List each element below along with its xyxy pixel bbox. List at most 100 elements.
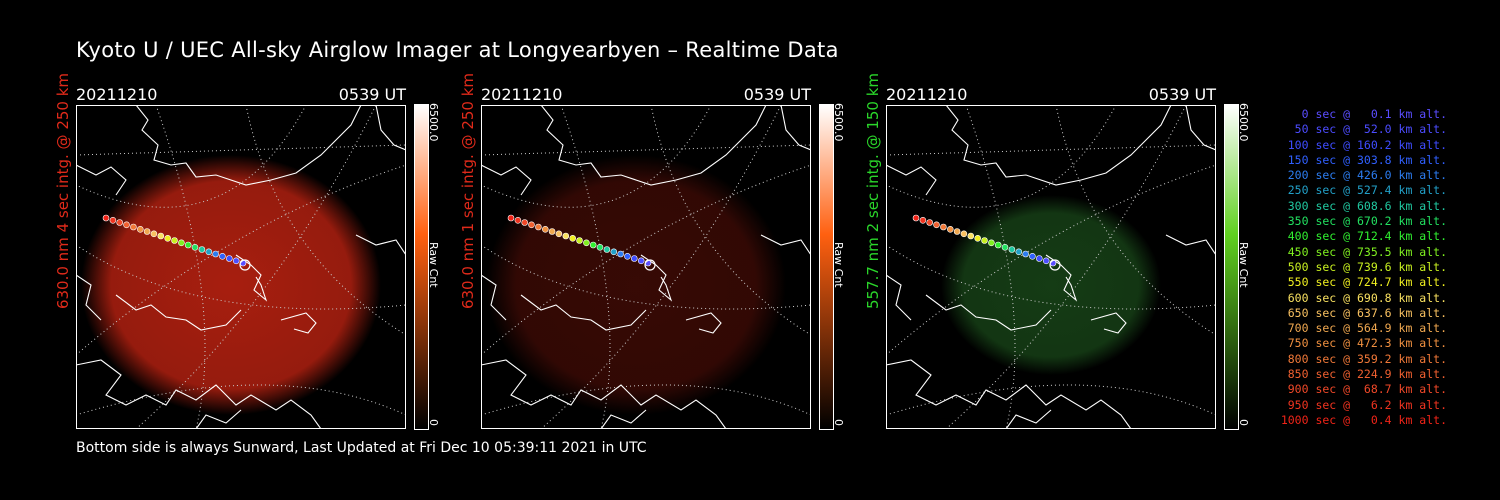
coastline bbox=[76, 359, 322, 429]
coastline bbox=[600, 409, 647, 429]
trajectory-point bbox=[1001, 244, 1009, 251]
trajectory-point bbox=[576, 237, 583, 244]
footer-note: Bottom side is always Sunward, Last Upda… bbox=[76, 440, 647, 456]
panel-date: 20211210 bbox=[886, 85, 968, 104]
legend-row: 300 sec @ 608.6 km alt. bbox=[1287, 198, 1447, 213]
legend-row: 500 sec @ 739.6 km alt. bbox=[1287, 259, 1447, 274]
grid-line bbox=[76, 244, 406, 310]
colorbar-unit-label: Raw Cnt bbox=[832, 242, 845, 288]
trajectory-point bbox=[953, 228, 961, 235]
panel-side-label: 630.0 nm 4 sec intg. @ 250 km bbox=[54, 72, 72, 310]
coastline bbox=[76, 164, 127, 196]
trajectory-point bbox=[521, 219, 529, 226]
trajectory-point bbox=[205, 248, 213, 256]
trajectory-point bbox=[109, 217, 117, 224]
trajectory-point bbox=[562, 232, 570, 240]
trajectory-point bbox=[960, 230, 968, 238]
trajectory-point bbox=[219, 253, 226, 260]
trajectory-point bbox=[123, 221, 130, 229]
trajectory-point bbox=[610, 248, 618, 256]
panel-header: 20211210 0539 UT bbox=[76, 85, 406, 105]
trajectory-point bbox=[637, 257, 645, 265]
trajectory-point bbox=[528, 221, 535, 229]
trajectory-point bbox=[137, 226, 144, 233]
coastline bbox=[375, 105, 406, 151]
trajectory-point bbox=[569, 235, 576, 242]
coastline bbox=[520, 294, 647, 331]
panel-header: 20211210 0539 UT bbox=[481, 85, 811, 105]
trajectory-point bbox=[164, 235, 171, 242]
coastline bbox=[280, 312, 317, 334]
trajectory-point bbox=[130, 223, 137, 231]
map-frame bbox=[76, 105, 406, 429]
panel-side-label: 630.0 nm 1 sec intg. @ 250 km bbox=[459, 72, 477, 310]
legend-row: 150 sec @ 303.8 km alt. bbox=[1287, 152, 1447, 167]
altitude-legend: 0 sec @ 0.1 km alt. 50 sec @ 52.0 km alt.… bbox=[1262, 107, 1447, 428]
coastline bbox=[1165, 234, 1216, 256]
legend-row: 750 sec @ 472.3 km alt. bbox=[1287, 336, 1447, 351]
grid-line bbox=[886, 144, 1216, 156]
trajectory-point bbox=[583, 239, 590, 247]
colorbar-min-label: 0 bbox=[427, 419, 440, 426]
trajectory-point bbox=[603, 246, 611, 253]
trajectory-point bbox=[555, 230, 563, 238]
grid-line bbox=[481, 164, 811, 356]
coastline bbox=[685, 312, 722, 334]
legend-row: 950 sec @ 6.2 km alt. bbox=[1287, 397, 1447, 412]
trajectory-point bbox=[542, 226, 549, 233]
coastline bbox=[780, 105, 811, 151]
legend-row: 450 sec @ 735.5 km alt. bbox=[1287, 244, 1447, 259]
trajectory-point bbox=[994, 241, 1002, 249]
coastline bbox=[481, 274, 507, 321]
colorbar-unit-label: Raw Cnt bbox=[1237, 242, 1250, 288]
trajectory-point bbox=[988, 239, 995, 247]
allsky-map bbox=[76, 105, 406, 429]
page-title: Kyoto U / UEC All-sky Airglow Imager at … bbox=[76, 38, 839, 62]
map-frame bbox=[886, 105, 1216, 429]
colorbar bbox=[819, 104, 834, 430]
legend-row: 850 sec @ 224.9 km alt. bbox=[1287, 367, 1447, 382]
trajectory-point bbox=[631, 255, 638, 262]
trajectory-point bbox=[947, 226, 954, 233]
grid-line bbox=[886, 164, 1216, 356]
trajectory-point bbox=[171, 237, 178, 244]
grid-line bbox=[1055, 105, 1216, 336]
panel-header: 20211210 0539 UT bbox=[886, 85, 1216, 105]
grid-line bbox=[650, 105, 811, 336]
trajectory-point bbox=[1022, 250, 1029, 258]
legend-row: 550 sec @ 724.7 km alt. bbox=[1287, 275, 1447, 290]
trajectory-point bbox=[212, 250, 219, 258]
legend-row: 250 sec @ 527.4 km alt. bbox=[1287, 183, 1447, 198]
coastline bbox=[925, 294, 1052, 331]
allsky-map bbox=[481, 105, 811, 429]
trajectory-point bbox=[226, 255, 233, 262]
image-panel-630-1s: 20211210 0539 UT bbox=[481, 85, 811, 430]
trajectory-point bbox=[912, 214, 920, 222]
legend-row: 400 sec @ 712.4 km alt. bbox=[1287, 229, 1447, 244]
legend-row: 800 sec @ 359.2 km alt. bbox=[1287, 351, 1447, 366]
trajectory-point bbox=[198, 246, 206, 253]
colorbar-max-label: 6500.0 bbox=[832, 103, 845, 142]
panel-side-label: 557.7 nm 2 sec intg. @ 150 km bbox=[864, 72, 882, 310]
airglow-disk bbox=[486, 155, 786, 415]
image-panel-630-4s: 20211210 0539 UT bbox=[76, 85, 406, 430]
legend-row: 200 sec @ 426.0 km alt. bbox=[1287, 168, 1447, 183]
map-frame bbox=[481, 105, 811, 429]
image-panel-557-2s: 20211210 0539 UT bbox=[886, 85, 1216, 430]
trajectory-point bbox=[1042, 257, 1050, 265]
colorbar-max-label: 6500.0 bbox=[1237, 103, 1250, 142]
station-marker bbox=[1049, 259, 1061, 271]
trajectory-point bbox=[184, 241, 192, 249]
colorbar bbox=[414, 104, 429, 430]
legend-row: 900 sec @ 68.7 km alt. bbox=[1287, 382, 1447, 397]
allsky-map bbox=[886, 105, 1216, 429]
panel-date: 20211210 bbox=[76, 85, 158, 104]
trajectory-point bbox=[1015, 248, 1023, 256]
trajectory-point bbox=[981, 237, 988, 244]
coastline bbox=[540, 105, 767, 186]
trajectory-point bbox=[1029, 253, 1036, 260]
trajectory-point bbox=[157, 232, 165, 240]
trajectory-point bbox=[116, 219, 124, 226]
trajectory-point bbox=[232, 257, 240, 265]
colorbar bbox=[1224, 104, 1239, 430]
